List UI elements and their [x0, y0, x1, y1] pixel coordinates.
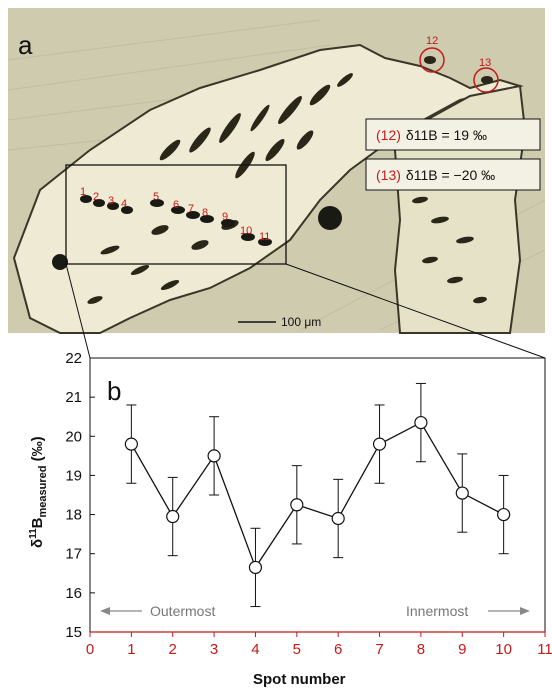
x-tick-label: 9: [458, 641, 466, 658]
y-tick-label: 21: [65, 389, 82, 406]
zoom-connector-left: [65, 263, 91, 359]
spot-label: 6: [173, 199, 179, 211]
svg-text:(13)δ11B = −20 ‰: (13) δ11B = −20 ‰: [376, 167, 495, 183]
spot-label: 10: [240, 225, 252, 237]
data-point: [455, 486, 469, 500]
spot-label: 11: [259, 231, 270, 243]
y-axis: 15 16 17 18 19 20 21 22: [65, 350, 95, 641]
x-tick-label: 7: [375, 641, 383, 658]
outermost-arrow: Outermost: [100, 603, 215, 619]
spot-label: 5: [153, 191, 159, 203]
spot-label: 1: [80, 186, 86, 198]
spot-label: 8: [202, 207, 208, 219]
spot-label: 7: [188, 203, 194, 215]
x-tick-label: 10: [495, 641, 512, 658]
x-tick-label: 11: [537, 641, 552, 658]
annotation-value: δ11B = 19 ‰: [406, 127, 487, 143]
spot-label: 4: [121, 198, 127, 210]
spot-12-circle: [419, 47, 445, 73]
data-point: [248, 560, 263, 575]
annotation-value: δ11B = −20 ‰: [406, 167, 495, 183]
data-point: [497, 507, 511, 522]
y-tick-label: 22: [65, 350, 82, 367]
spot-label: 13: [479, 57, 491, 69]
panel-b-label: b: [107, 376, 121, 406]
spot-13-circle: [473, 67, 499, 93]
pore: [318, 206, 342, 230]
spot-label: 12: [426, 35, 438, 47]
zoom-box: [65, 164, 287, 265]
analysis-spots: [80, 195, 272, 246]
micrograph-panel: 1 2 3 4 5 6 7 8 9 10 11 12 13 (12) δ11B =…: [7, 8, 546, 334]
zoom-connector-right: [285, 263, 546, 359]
y-tick-label: 18: [65, 507, 82, 524]
data-point: [372, 437, 387, 451]
x-tick-label: 5: [293, 641, 301, 658]
svg-text:(12)δ11B = 19 ‰: (12) δ11B = 19 ‰: [376, 127, 487, 143]
y-tick-label: 19: [65, 467, 82, 484]
data-point: [290, 498, 304, 512]
y-axis-title: δ11Bmeasured (‰): [28, 436, 49, 548]
annotation-spot: (12): [376, 127, 401, 143]
x-tick-label: 6: [334, 641, 342, 658]
panel-a-label: a: [18, 30, 33, 60]
plot-area: [89, 357, 546, 633]
data-point: [414, 415, 428, 430]
spot-label: 9: [222, 211, 228, 223]
x-tick-label: 4: [251, 641, 259, 658]
x-tick-label: 3: [210, 641, 218, 658]
x-tick-label: 1: [127, 641, 135, 658]
spot-label: 2: [93, 191, 99, 203]
x-tick-label: 0: [86, 641, 94, 658]
pore: [52, 254, 68, 270]
y-tick-label: 15: [65, 624, 82, 641]
innermost-label: Innermost: [406, 603, 468, 619]
scale-bar-label: 100 μm: [281, 315, 321, 329]
annotation-box-13: (13) δ11B = −20 ‰: [365, 158, 541, 191]
data-point: [166, 509, 180, 524]
x-axis: 0 1 2 3 4 5 6 7 8 9 10 11: [86, 631, 552, 658]
data-series: [124, 382, 511, 608]
x-tick-label: 2: [169, 641, 177, 658]
series-line: [130, 421, 504, 569]
spot-label: 3: [108, 195, 114, 207]
spot-number-labels: 1 2 3 4 5 6 7 8 9 10 11 12 13: [80, 35, 491, 243]
y-tick-label: 20: [65, 428, 82, 445]
annotation-spot: (13): [376, 167, 401, 183]
data-point: [207, 449, 221, 463]
data-point: [124, 437, 138, 451]
x-axis-title: Spot number: [253, 671, 346, 688]
data-point: [331, 511, 345, 526]
outermost-label: Outermost: [150, 603, 215, 619]
y-tick-label: 16: [65, 585, 82, 602]
x-tick-label: 8: [417, 641, 425, 658]
annotation-box-12: (12) δ11B = 19 ‰: [365, 118, 541, 151]
innermost-arrow: Innermost: [406, 603, 530, 619]
y-tick-label: 17: [65, 546, 82, 563]
chart-panel: 15 16 17 18 19 20 21 22 0 1 2 3 4 5 6 7 8 9 10 11 b Outerm…: [28, 350, 552, 688]
